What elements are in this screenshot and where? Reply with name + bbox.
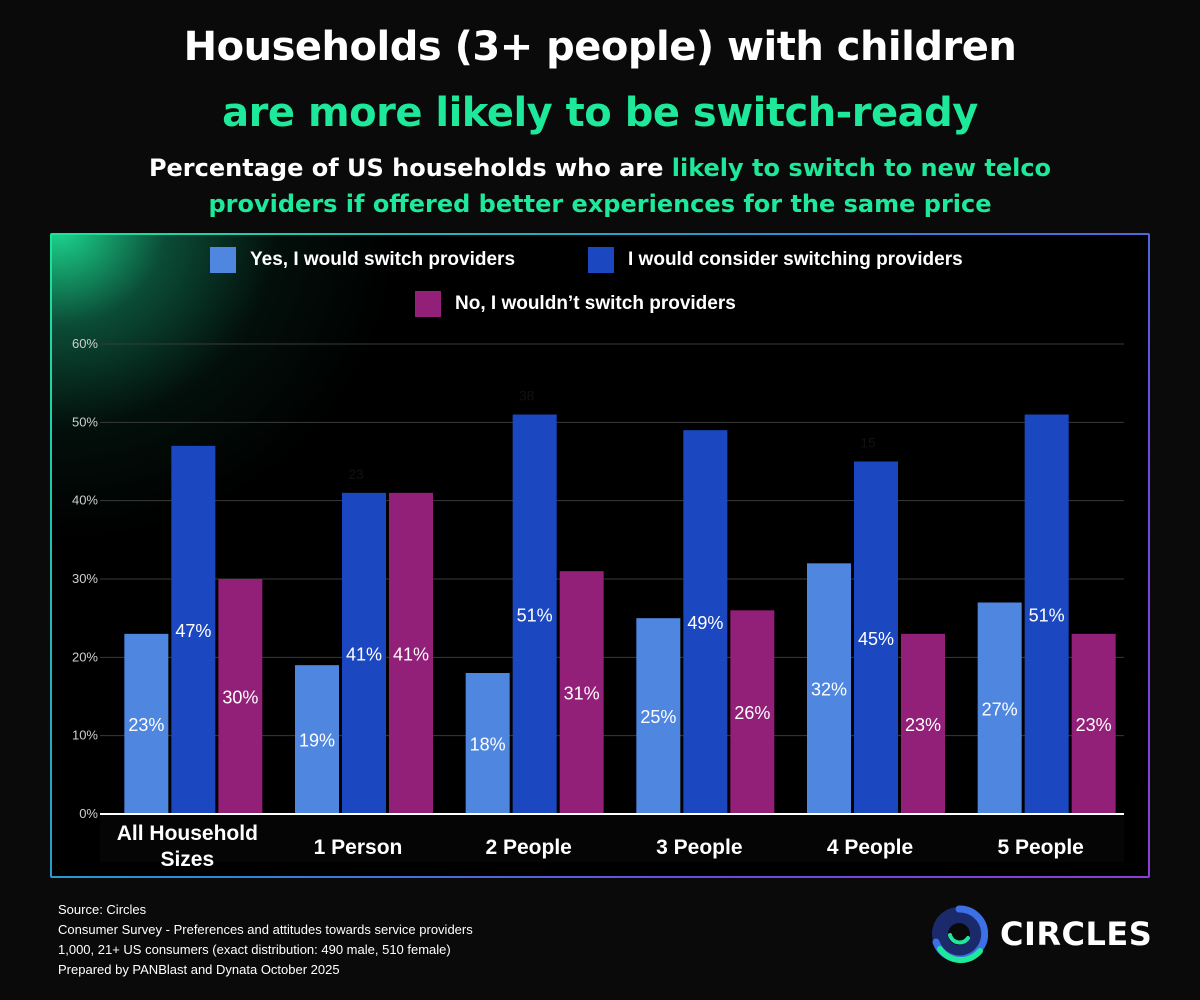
bar xyxy=(218,579,263,814)
x-tick-label: 4 People xyxy=(827,836,913,859)
data-label: 25% xyxy=(640,707,676,727)
bar xyxy=(901,633,945,814)
title-line-2: are more likely to be switch-ready xyxy=(222,90,978,136)
bar xyxy=(1024,414,1069,814)
subtitle-text: Percentage of US households who are xyxy=(148,154,672,182)
data-label: 18% xyxy=(470,735,506,755)
data-label: 41% xyxy=(346,644,382,664)
brand-name: CIRCLES xyxy=(1000,915,1153,953)
stray-label: 38 xyxy=(519,388,535,404)
x-tick-label: 2 People xyxy=(485,836,571,859)
footer-line-sample: 1,000, 21+ US consumers (exact distribut… xyxy=(58,942,451,957)
footer-notes: Source: Circles Consumer Survey - Prefer… xyxy=(58,900,473,980)
x-tick-label: All Household xyxy=(117,822,258,845)
y-tick-label: 50% xyxy=(72,414,98,429)
bar xyxy=(854,461,898,814)
bar xyxy=(807,563,851,814)
legend-label-no: No, I wouldn’t switch providers xyxy=(455,293,736,314)
y-tick-label: 10% xyxy=(72,728,98,743)
legend-item-no: No, I wouldn’t switch providers xyxy=(415,291,736,317)
circles-logo-icon xyxy=(932,905,988,963)
footer-line-prepared: Prepared by PANBlast and Dynata October … xyxy=(58,962,340,977)
bar xyxy=(124,633,169,814)
x-tick-label: Sizes xyxy=(160,848,214,871)
subtitle: Percentage of US households who are like… xyxy=(100,150,1100,222)
brand-logo: CIRCLES xyxy=(930,905,1152,963)
x-tick-label: 3 People xyxy=(656,836,742,859)
data-label: 31% xyxy=(564,684,600,704)
y-tick-label: 30% xyxy=(72,571,98,586)
data-label: 23% xyxy=(1076,715,1112,735)
y-tick-label: 20% xyxy=(72,649,98,664)
bar xyxy=(559,571,604,814)
legend-label-consider: I would consider switching providers xyxy=(628,249,963,270)
legend-item-yes: Yes, I would switch providers xyxy=(210,247,515,273)
data-label: 23% xyxy=(128,715,164,735)
data-label: 26% xyxy=(734,703,770,723)
x-axis-band xyxy=(100,814,1124,862)
data-label: 51% xyxy=(517,605,553,625)
legend-swatch-no xyxy=(415,291,441,317)
data-label: 19% xyxy=(299,731,335,751)
stray-label: 15 xyxy=(860,435,876,451)
bar xyxy=(342,492,386,814)
bar xyxy=(1071,633,1116,814)
bar xyxy=(295,665,339,814)
data-label: 27% xyxy=(982,699,1018,719)
footer-line-source: Source: Circles xyxy=(58,902,147,917)
data-label: 30% xyxy=(222,688,258,708)
bar-chart: 0% 10% 20% 30% 40% 50% 60% 23% 47% 30% All Househo… xyxy=(72,336,1124,871)
data-label: 41% xyxy=(393,644,429,664)
legend-label-yes: Yes, I would switch providers xyxy=(250,249,516,270)
x-tick-label: 5 People xyxy=(997,836,1083,859)
bar xyxy=(977,602,1022,814)
x-tick-label: 1 Person xyxy=(314,836,403,859)
footer-line-survey: Consumer Survey - Preferences and attitu… xyxy=(58,922,473,937)
data-label: 47% xyxy=(175,621,211,641)
bar xyxy=(636,618,681,814)
y-tick-label: 40% xyxy=(72,493,98,508)
bar xyxy=(512,414,557,814)
data-label: 23% xyxy=(905,715,941,735)
legend-swatch-consider xyxy=(588,247,614,273)
data-label: 45% xyxy=(858,629,894,649)
chart-panel: Yes, I would switch providers I would co… xyxy=(50,233,1150,878)
legend-item-consider: I would consider switching providers xyxy=(588,247,963,273)
data-label: 51% xyxy=(1029,605,1065,625)
bar xyxy=(389,492,433,814)
bar xyxy=(683,430,728,814)
bar xyxy=(171,445,216,814)
stray-label: 23 xyxy=(348,466,364,482)
y-tick-label: 60% xyxy=(72,336,98,351)
title-line-1: Households (3+ people) with children xyxy=(183,24,1017,70)
bar xyxy=(465,673,510,814)
bar xyxy=(730,610,775,814)
data-label: 49% xyxy=(687,613,723,633)
y-tick-label: 0% xyxy=(79,806,98,821)
subtitle-highlight: likely to switch to new telco providers … xyxy=(208,154,1052,218)
legend-swatch-yes xyxy=(210,247,236,273)
data-label: 32% xyxy=(811,680,847,700)
